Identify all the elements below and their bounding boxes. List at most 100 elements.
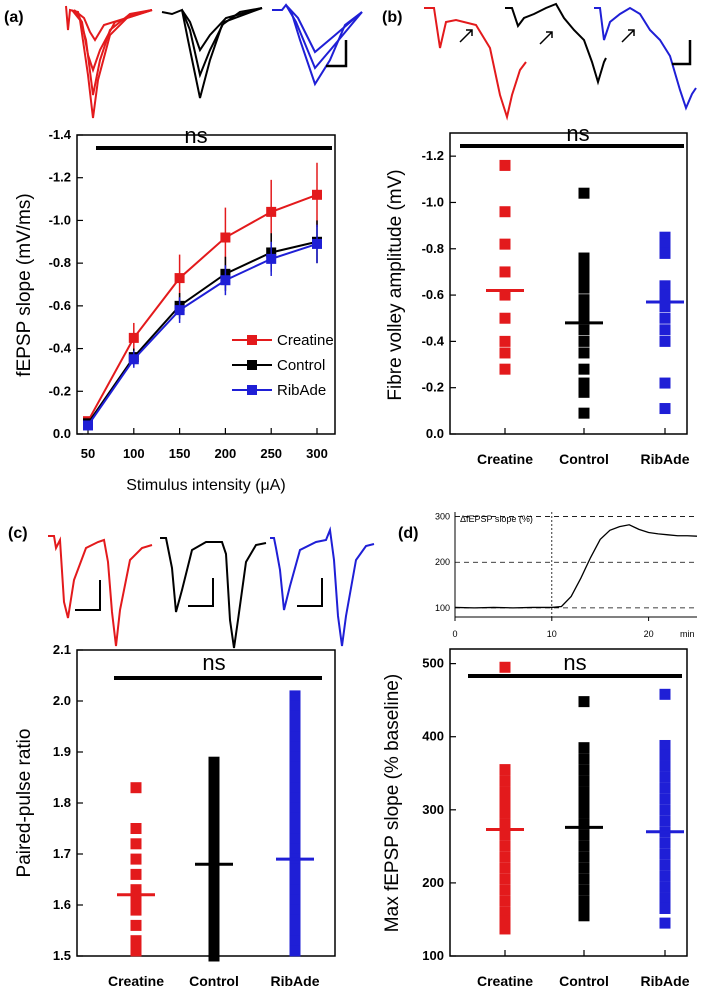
- scalebar-b: [672, 40, 692, 66]
- data-point-creatine: [174, 273, 185, 284]
- data-point-ribade: [659, 881, 671, 893]
- data-point-ribade: [289, 710, 301, 722]
- legend-marker-ribade: [247, 385, 257, 395]
- data-point-control: [578, 797, 590, 808]
- category-label-ribade: RibAde: [641, 451, 690, 467]
- panel-c-traces: [48, 526, 375, 649]
- y-tick-label: 1.8: [53, 795, 71, 810]
- panel-a-frame: [76, 134, 336, 435]
- y-tick-label: -0.2: [49, 383, 71, 398]
- data-point-ribade: [312, 238, 322, 249]
- inset-ticks: 100 200 300 0 10 20: [435, 512, 654, 639]
- data-point-control: [578, 764, 590, 776]
- category-label-ribade: RibAde: [271, 973, 320, 987]
- data-point-ribade: [659, 301, 671, 313]
- arrow-b3: [621, 29, 635, 43]
- legend-marker-control: [247, 360, 257, 370]
- data-point-control: [208, 817, 220, 829]
- data-point-creatine: [499, 266, 511, 278]
- panel-a-xlabel: Stimulus intensity (μA): [126, 477, 285, 494]
- data-point-creatine: [130, 935, 142, 947]
- data-point-control: [208, 909, 220, 921]
- data-point-ribade: [659, 238, 671, 250]
- y-tick-label: -1.4: [49, 127, 72, 142]
- data-point-ribade: [659, 771, 671, 783]
- data-point-creatine: [499, 764, 511, 776]
- data-point-control: [578, 829, 590, 841]
- data-point-ribade: [289, 833, 301, 845]
- data-point-ribade: [289, 782, 301, 794]
- scalebar-c3: [297, 578, 323, 607]
- panel-b: (b) 0.0 -0.2 -0.4 -0.6 -0.8 -1.0 -1.2 Creatine…: [382, 2, 697, 467]
- data-point-ribade: [220, 275, 231, 286]
- y-tick-label: 0.0: [53, 426, 71, 441]
- y-tick-label: 300: [422, 802, 444, 817]
- data-point-control: [208, 848, 220, 860]
- data-point-ribade: [83, 420, 93, 431]
- panel-b-ylabel: Fibre volley amplitude (mV): [385, 169, 406, 400]
- data-point-control: [208, 807, 220, 819]
- data-point-ribade: [289, 904, 301, 916]
- data-point-control: [208, 879, 220, 891]
- data-point-control: [208, 766, 220, 778]
- data-point-ribade: [289, 884, 301, 896]
- panel-b-points: [486, 159, 684, 419]
- data-point-control: [578, 282, 590, 294]
- panel-a-axes: 0.0 -0.2 -0.4 -0.6 -0.8 -1.0 -1.2 -1.4 50 100 150…: [14, 123, 336, 494]
- y-tick-label: -1.2: [422, 148, 444, 163]
- y-tick-label: 100: [422, 948, 444, 963]
- panel-d-points: [486, 661, 684, 935]
- data-point-creatine: [130, 884, 142, 896]
- inset-y-tick-label: 200: [435, 557, 450, 567]
- data-point-ribade: [289, 772, 301, 783]
- legend-label-ribade: RibAde: [277, 382, 326, 399]
- legend-label-creatine: Creatine: [277, 332, 334, 349]
- data-point-control: [578, 303, 590, 315]
- panel-b-axes: 0.0 -0.2 -0.4 -0.6 -0.8 -1.0 -1.2 Creatine Cont…: [385, 121, 690, 467]
- trace-ribade-a3: [285, 4, 363, 54]
- data-point-creatine: [130, 919, 142, 931]
- x-tick-label: 150: [169, 446, 191, 461]
- data-point-control: [578, 266, 590, 278]
- data-point-ribade: [289, 741, 301, 753]
- inset-x-tick-label: 20: [644, 629, 654, 639]
- y-tick-label: 2.0: [53, 693, 71, 708]
- data-point-control: [578, 294, 590, 306]
- data-point-ribade: [659, 335, 671, 347]
- data-point-control: [578, 910, 590, 922]
- data-point-ribade: [659, 815, 671, 827]
- data-point-ribade: [289, 700, 301, 712]
- y-tick-label: -1.0: [49, 212, 71, 227]
- data-point-control: [578, 884, 590, 896]
- panel-d-categories: Creatine Control RibAde: [477, 950, 690, 987]
- panel-c-points: [117, 690, 314, 962]
- panel-d-frame: [449, 648, 688, 957]
- trace-control-a3: [181, 7, 263, 53]
- panel-c-y-ticks: 1.5 1.6 1.7 1.8 1.9 2.0 2.1: [53, 642, 83, 963]
- data-point-creatine: [499, 775, 511, 787]
- data-point-control: [208, 868, 220, 880]
- y-tick-label: 1.9: [53, 744, 71, 759]
- trace-ribade-a2: [285, 4, 363, 70]
- data-point-control: [578, 259, 590, 271]
- y-tick-label: 0.0: [426, 426, 444, 441]
- panel-a-ns-label: ns: [184, 123, 207, 148]
- data-point-control: [578, 902, 590, 914]
- x-tick-label: 250: [260, 446, 282, 461]
- data-point-ribade: [659, 247, 671, 259]
- data-point-creatine: [499, 289, 511, 301]
- data-point-ribade: [289, 945, 301, 957]
- y-tick-label: -0.6: [422, 287, 444, 302]
- data-point-control: [578, 363, 590, 375]
- inset-x-unit: min: [680, 629, 695, 639]
- data-point-ribade: [289, 751, 301, 763]
- data-point-creatine: [499, 335, 511, 347]
- x-tick-label: 100: [123, 446, 145, 461]
- data-point-creatine: [130, 823, 142, 834]
- data-point-control: [578, 377, 590, 389]
- category-label-ribade: RibAde: [641, 973, 690, 987]
- data-point-creatine: [499, 159, 511, 171]
- data-point-control: [578, 335, 590, 347]
- data-point-ribade: [289, 843, 301, 855]
- data-point-ribade: [289, 823, 301, 834]
